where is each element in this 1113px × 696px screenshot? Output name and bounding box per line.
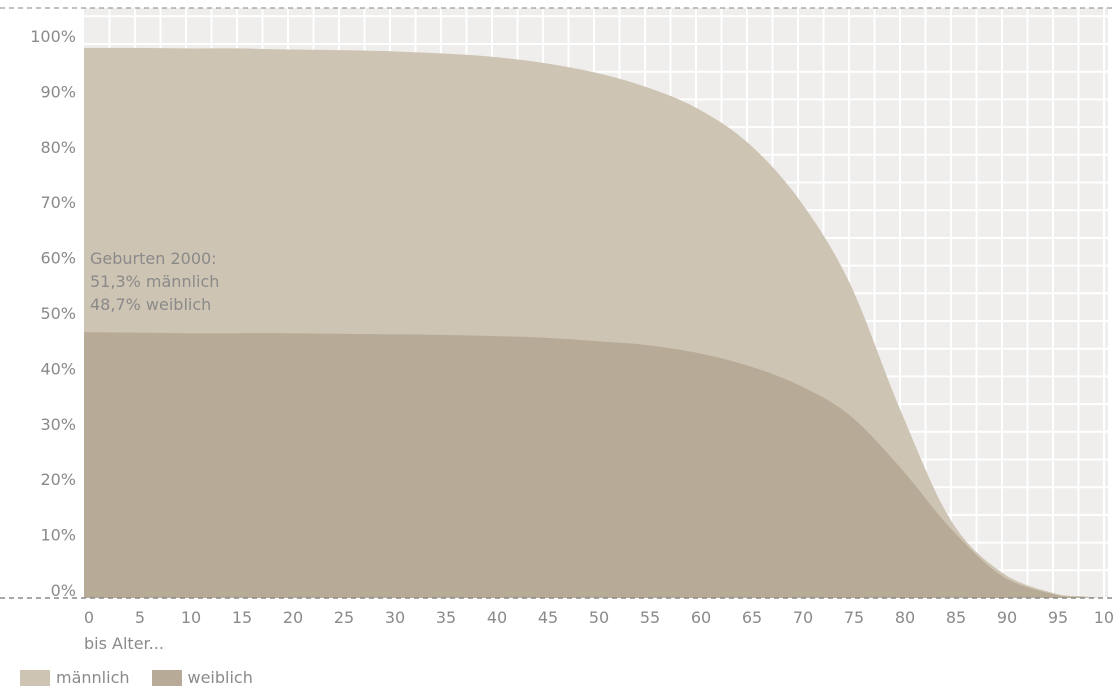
y-tick-label: 0% [51,581,76,600]
x-tick-label: 55 [640,608,660,627]
y-tick-label: 100% [30,27,76,46]
annotation-line: 51,3% männlich [90,272,219,291]
x-tick-label: 60 [691,608,711,627]
x-tick-label: 20 [283,608,303,627]
x-tick-label: 80 [895,608,915,627]
y-axis-ticks: 0% 10% 20% 30% 40% 50% 60% 70% 80% 90% 100% [30,27,76,600]
legend-label-male: männlich [56,668,130,687]
x-tick-label: 45 [538,608,558,627]
y-tick-label: 40% [40,359,76,378]
area-series [84,47,1104,598]
x-tick-label: 75 [844,608,864,627]
x-tick-label: 5 [135,608,145,627]
x-tick-label: 85 [946,608,966,627]
births-annotation: Geburten 2000: 51,3% männlich 48,7% weibli… [90,249,219,314]
x-tick-label: 0 [84,608,94,627]
x-tick-label: 70 [793,608,813,627]
x-tick-label: 10 [181,608,201,627]
legend-swatch-female [151,669,182,686]
y-tick-label: 50% [40,304,76,323]
x-tick-label: 40 [487,608,507,627]
legend-label-female: weiblich [187,668,253,687]
x-tick-label: 95 [1048,608,1068,627]
axis-lines [0,7,1113,599]
x-axis-ticks: 0 5 10 15 20 25 30 35 40 45 50 55 60 65 70 75 80 85 90 95 10… [84,608,1113,627]
y-tick-label: 90% [40,82,76,101]
survival-area-chart: 0% 10% 20% 30% 40% 50% 60% 70% 80% 90% 100% 0 5 10 15… [0,7,1113,653]
area-weiblich [84,332,1104,598]
x-tick-label: 50 [589,608,609,627]
y-tick-label: 70% [40,193,76,212]
x-tick-label: 100 [1094,608,1113,627]
x-tick-label: 30 [385,608,405,627]
legend: männlich weiblich [20,668,275,687]
x-tick-label: 90 [997,608,1017,627]
y-tick-label: 60% [40,249,76,268]
legend-swatch-male [20,669,50,686]
x-tick-label: 65 [742,608,762,627]
y-tick-label: 10% [40,526,76,545]
x-tick-label: 15 [232,608,252,627]
x-axis-label: bis Alter... [84,634,164,653]
y-tick-label: 20% [40,470,76,489]
annotation-line: 48,7% weiblich [90,295,211,314]
y-tick-label: 80% [40,138,76,157]
legend-item-male: männlich [20,668,130,687]
y-tick-label: 30% [40,415,76,434]
legend-item-female: weiblich [151,668,253,687]
annotation-line: Geburten 2000: [90,249,217,268]
x-tick-label: 25 [334,608,354,627]
x-tick-label: 35 [436,608,456,627]
